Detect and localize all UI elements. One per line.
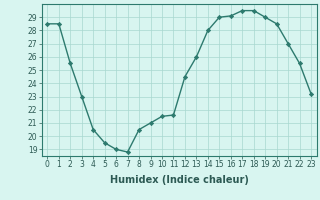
X-axis label: Humidex (Indice chaleur): Humidex (Indice chaleur)	[110, 175, 249, 185]
